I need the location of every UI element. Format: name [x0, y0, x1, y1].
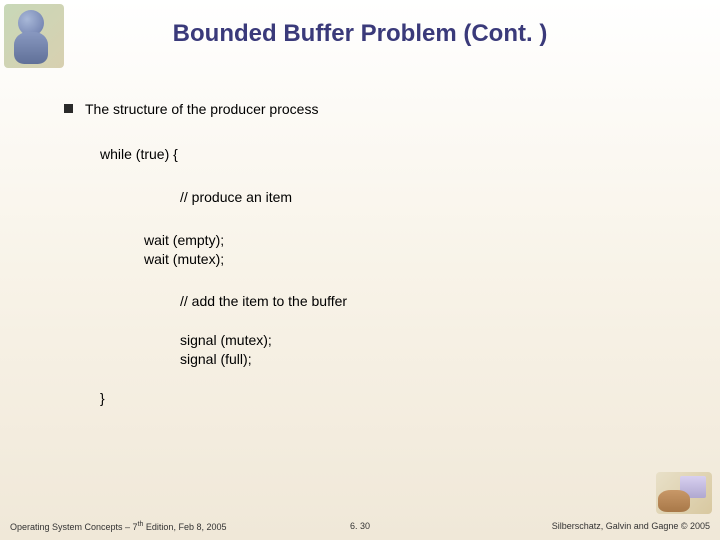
code-line: wait (mutex);: [144, 250, 680, 269]
slide-footer: Operating System Concepts – 7th Edition,…: [0, 518, 720, 534]
square-bullet-icon: [64, 104, 73, 113]
bullet-text: The structure of the producer process: [85, 100, 318, 119]
code-line: signal (mutex);: [180, 331, 680, 350]
slide-content: The structure of the producer process wh…: [64, 100, 680, 408]
code-line: wait (empty);: [144, 231, 680, 250]
code-line: }: [100, 389, 680, 408]
logo-bottom-right: [656, 472, 712, 514]
bullet-item: The structure of the producer process: [64, 100, 680, 119]
code-block: while (true) { // produce an item wait (…: [100, 145, 680, 408]
code-line: signal (full);: [180, 350, 680, 369]
slide-title: Bounded Buffer Problem (Cont. ): [0, 20, 720, 48]
code-line: while (true) {: [100, 145, 680, 164]
footer-right: Silberschatz, Galvin and Gagne © 2005: [552, 521, 710, 531]
code-comment: // add the item to the buffer: [180, 292, 680, 311]
code-comment: // produce an item: [180, 188, 680, 207]
